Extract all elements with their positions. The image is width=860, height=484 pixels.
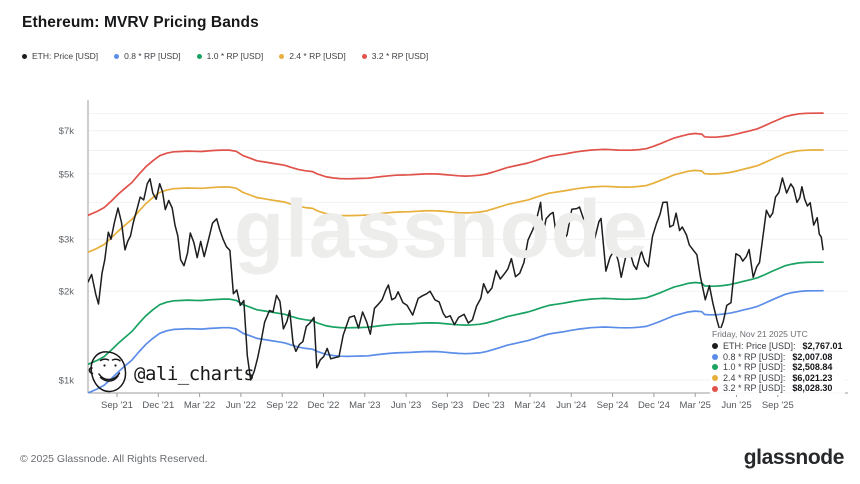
tooltip-dot-band10 xyxy=(712,364,718,371)
x-axis-label-Sep22: Sep '22 xyxy=(266,400,298,411)
ali-charts-handle: @ali_charts xyxy=(134,363,255,385)
x-axis-label-Dec21: Dec '21 xyxy=(142,400,174,411)
x-axis-label-Mar24: Mar '24 xyxy=(514,400,545,411)
tooltip-label: 1.0 * RP [USD]: xyxy=(723,362,786,373)
tooltip-value: $6,021.23 xyxy=(792,372,833,383)
tooltip-label: ETH: Price [USD]: xyxy=(723,341,796,351)
legend-dot-band08 xyxy=(114,53,120,59)
x-axis-label-Sep25: Sep '25 xyxy=(762,400,794,411)
legend-item-band32[interactable]: 3.2 * RP [USD] xyxy=(361,51,429,61)
x-axis-label-Mar25: Mar '25 xyxy=(680,400,711,411)
legend-label: 0.8 * RP [USD] xyxy=(124,51,181,61)
tooltip-dot-price xyxy=(712,343,718,350)
legend-label: 2.4 * RP [USD] xyxy=(289,51,346,61)
tooltip-label: 2.4 * RP [USD]: xyxy=(723,372,786,383)
page-title: Ethereum: MVRV Pricing Bands xyxy=(22,14,259,31)
series-band-3.2[interactable] xyxy=(88,112,824,217)
x-axis-label-Jun22: Jun '22 xyxy=(226,400,256,411)
tooltip-dot-band32 xyxy=(712,385,718,392)
x-axis-label-Jun24: Jun '24 xyxy=(556,400,586,411)
x-axis-label-Jun23: Jun '23 xyxy=(391,400,421,411)
tooltip-row-band32: 3.2 * RP [USD]: $8,028.30 xyxy=(712,383,843,394)
legend-label: ETH: Price [USD] xyxy=(32,51,99,61)
x-axis-label-Dec24: Dec '24 xyxy=(638,400,670,411)
chart-tooltip: Friday, Nov 21 2025 UTC ETH: Price [USD]… xyxy=(710,328,845,395)
tooltip-value: $2,508.84 xyxy=(792,362,833,373)
tooltip-dot-band08 xyxy=(712,353,718,360)
tooltip-value: $2,767.01 xyxy=(802,341,843,351)
x-axis-label-Mar22: Mar '22 xyxy=(184,400,215,411)
x-axis-label-Sep21: Sep '21 xyxy=(101,400,133,411)
x-axis-label-Sep23: Sep '23 xyxy=(431,400,463,411)
chart-legend: ETH: Price [USD] 0.8 * RP [USD] 1.0 * RP [… xyxy=(22,51,428,61)
series-band-2.4[interactable] xyxy=(88,149,824,254)
legend-dot-price xyxy=(22,53,27,59)
legend-dot-band24 xyxy=(279,53,285,59)
glassnode-watermark: glassnode xyxy=(234,184,649,275)
tooltip-dot-band24 xyxy=(712,375,718,382)
y-axis-label-2k: $2k xyxy=(59,287,75,298)
meme-face-icon xyxy=(88,348,130,400)
legend-item-price[interactable]: ETH: Price [USD] xyxy=(22,51,98,61)
y-axis-label-1k: $1k xyxy=(59,376,75,387)
series-eth-price[interactable] xyxy=(88,177,824,381)
legend-label: 1.0 * RP [USD] xyxy=(206,51,264,61)
tooltip-label: 0.8 * RP [USD]: xyxy=(723,351,786,362)
x-axis-label-Sep24: Sep '24 xyxy=(597,400,629,411)
y-axis-label-7k: $7k xyxy=(59,126,75,137)
legend-dot-band10 xyxy=(196,53,202,59)
legend-item-band24[interactable]: 2.4 * RP [USD] xyxy=(279,51,346,61)
footer-copyright: © 2025 Glassnode. All Rights Reserved. xyxy=(20,453,208,465)
tooltip-value: $2,007.08 xyxy=(792,351,833,362)
x-axis-label-Mar23: Mar '23 xyxy=(349,400,380,411)
tooltip-date: Friday, Nov 21 2025 UTC xyxy=(712,329,808,339)
x-axis-label-Dec23: Dec '23 xyxy=(473,400,505,411)
legend-item-band10[interactable]: 1.0 * RP [USD] xyxy=(196,51,264,61)
series-band-1[interactable] xyxy=(88,261,824,366)
y-axis-label-3k: $3k xyxy=(59,235,75,246)
tooltip-value: $8,028.30 xyxy=(792,383,833,394)
x-axis-label-Jun25: Jun '25 xyxy=(721,400,751,411)
tooltip-label: 3.2 * RP [USD]: xyxy=(723,383,786,394)
legend-label: 3.2 * RP [USD] xyxy=(371,51,429,61)
glassnode-logo: glassnode xyxy=(743,446,845,469)
x-axis-label-Dec22: Dec '22 xyxy=(308,400,340,411)
legend-dot-band32 xyxy=(361,53,367,59)
series-band-0.8[interactable] xyxy=(88,289,824,393)
tooltip-row-band24: 2.4 * RP [USD]: $6,021.23 xyxy=(712,373,843,384)
y-axis-label-5k: $5k xyxy=(59,169,75,180)
legend-item-band08[interactable]: 0.8 * RP [USD] xyxy=(114,51,181,61)
tooltip-row-price: ETH: Price [USD]: $2,767.01 xyxy=(712,341,843,352)
tooltip-row-band10: 1.0 * RP [USD]: $2,508.84 xyxy=(712,362,843,373)
ali-charts-badge: @ali_charts xyxy=(88,348,255,400)
tooltip-row-band08: 0.8 * RP [USD]: $2,007.08 xyxy=(712,352,843,363)
